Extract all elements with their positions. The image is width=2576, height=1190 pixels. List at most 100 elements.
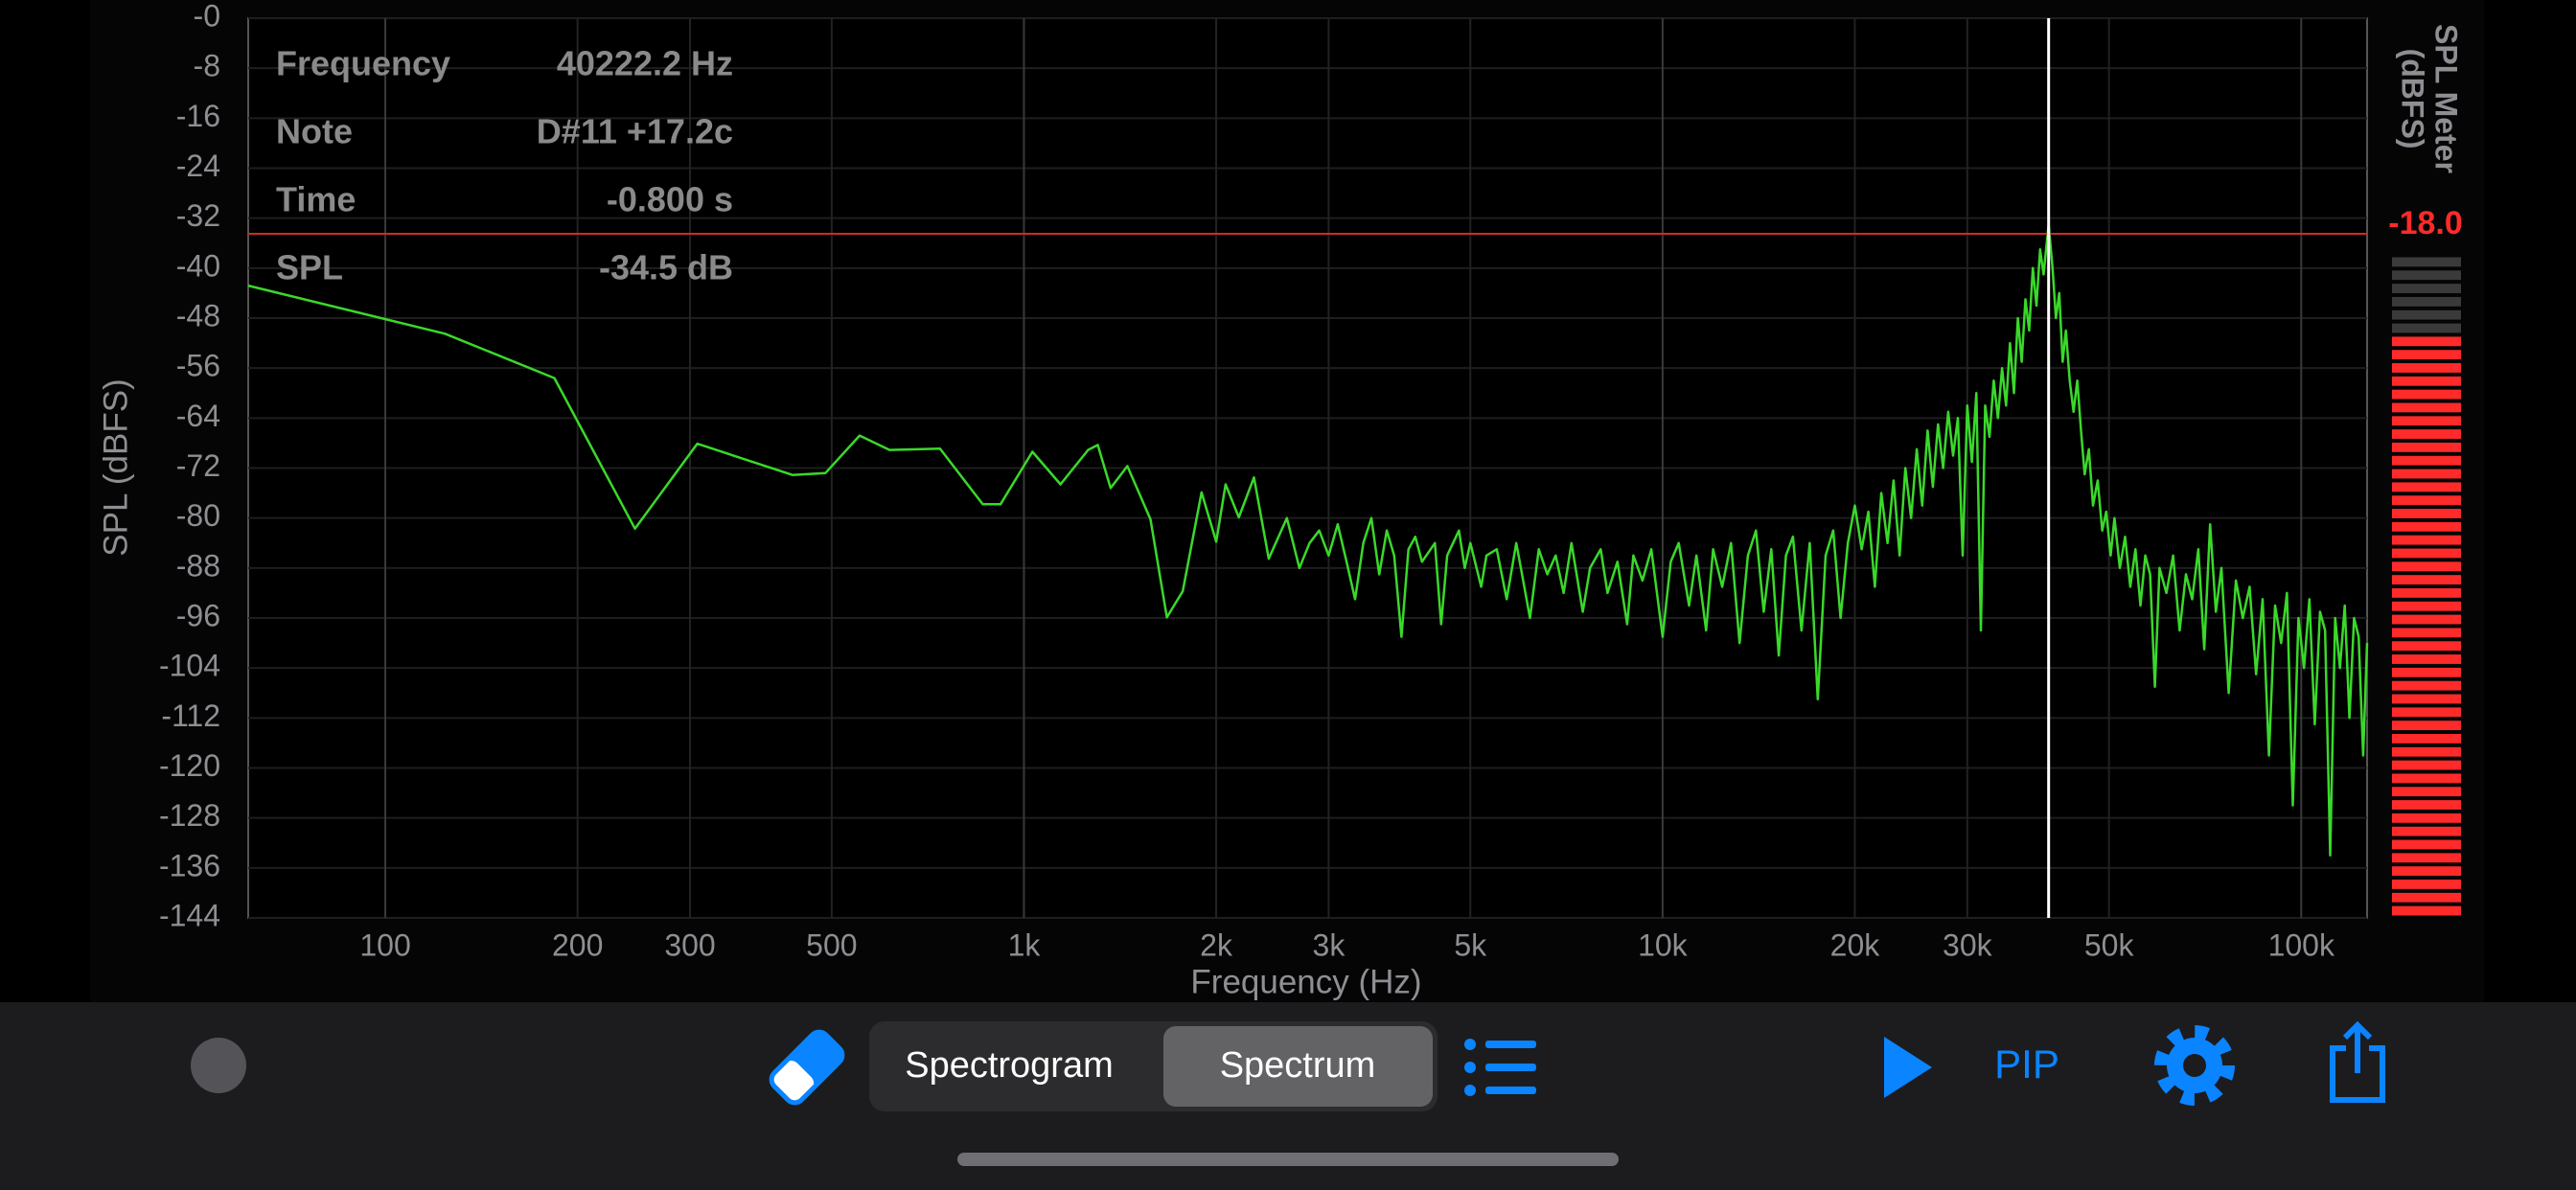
info-label: SPL — [276, 248, 343, 287]
meter-segment — [2392, 257, 2461, 267]
info-label: Time — [276, 180, 356, 219]
y-tick-label: -144 — [159, 898, 220, 932]
y-tick-label: -88 — [176, 548, 220, 583]
meter-segment-lit — [2392, 746, 2461, 757]
spectrum-line — [247, 222, 2369, 858]
y-tick-label: -96 — [176, 598, 220, 632]
meter-segment-lit — [2392, 376, 2461, 386]
y-tick-label: -128 — [159, 798, 220, 833]
meter-segment-lit — [2392, 800, 2461, 810]
meter-segment-lit — [2392, 509, 2461, 518]
play-button[interactable] — [1884, 1037, 1932, 1098]
meter-segment-lit — [2392, 363, 2461, 373]
segment-spectrogram[interactable]: Spectrogram — [905, 1045, 1114, 1086]
x-tick-label: 300 — [664, 927, 715, 962]
x-tick-label: 10k — [1638, 927, 1689, 962]
y-tick-label: -120 — [159, 748, 220, 783]
info-value: -0.800 s — [607, 180, 733, 219]
meter-segment-lit — [2392, 892, 2461, 903]
x-tick-label: 20k — [1830, 927, 1881, 962]
info-value: 40222.2 Hz — [557, 44, 733, 83]
meter-segment — [2392, 270, 2461, 281]
pip-button[interactable]: PIP — [1994, 1041, 2059, 1087]
y-tick-label: -40 — [176, 248, 220, 283]
meter-segment — [2392, 323, 2461, 333]
x-tick-label: 3k — [1313, 927, 1346, 962]
meter-segment-lit — [2392, 734, 2461, 744]
meter-segment-lit — [2392, 535, 2461, 545]
meter-title: SPL Meter — [2429, 24, 2464, 173]
meter-level — [2392, 336, 2461, 916]
meter-segment-lit — [2392, 429, 2461, 439]
meter-segment — [2392, 296, 2461, 307]
meter-segment-lit — [2392, 521, 2461, 532]
x-tick-label: 200 — [552, 927, 603, 962]
x-tick-label: 1k — [1008, 927, 1042, 962]
meter-segment-lit — [2392, 442, 2461, 452]
plot-area: -0 -8 -16 -24 -32 -40 -48 -56 -64 -72 -80 -88 -96 -10… — [159, 0, 2369, 962]
meter-segment-lit — [2392, 389, 2461, 400]
x-tick-label: 50k — [2084, 927, 2135, 962]
meter-segment-lit — [2392, 402, 2461, 413]
info-label: Frequency — [276, 44, 450, 83]
y-tick-label: -64 — [176, 399, 220, 433]
meter-segment-lit — [2392, 680, 2461, 691]
record-button[interactable] — [191, 1038, 246, 1093]
meter-segment-lit — [2392, 416, 2461, 426]
info-value: D#11 +17.2c — [537, 112, 733, 151]
spl-meter: SPL Meter (dBFS) -18.0 — [2388, 24, 2464, 916]
meter-segment-lit — [2392, 588, 2461, 598]
settings-button[interactable] — [2154, 1025, 2235, 1106]
list-button[interactable] — [1464, 1039, 1536, 1096]
meter-segment-lit — [2392, 628, 2461, 638]
meter-segment-lit — [2392, 654, 2461, 664]
meter-segment-lit — [2392, 721, 2461, 731]
y-tick-label: -8 — [194, 49, 220, 83]
home-indicator — [957, 1153, 1619, 1166]
x-tick-label: 30k — [1943, 927, 1993, 962]
x-tick-label: 5k — [1454, 927, 1487, 962]
meter-segment-lit — [2392, 812, 2461, 823]
y-tick-label: -24 — [176, 149, 220, 183]
meter-segment-lit — [2392, 561, 2461, 572]
share-button[interactable] — [2330, 1020, 2385, 1103]
meter-segment-lit — [2392, 707, 2461, 718]
segment-spectrum[interactable]: Spectrum — [1220, 1045, 1376, 1086]
meter-segment-lit — [2392, 694, 2461, 704]
y-tick-label: -112 — [161, 698, 220, 733]
meter-segment-lit — [2392, 667, 2461, 677]
meter-segment-lit — [2392, 880, 2461, 889]
meter-segment-lit — [2392, 350, 2461, 360]
info-label: Note — [276, 112, 353, 151]
meter-segment-lit — [2392, 455, 2461, 466]
y-tick-label: -80 — [176, 498, 220, 533]
meter-title: (dBFS) — [2396, 49, 2430, 149]
meter-segment-lit — [2392, 548, 2461, 559]
meter-segment-lit — [2392, 905, 2461, 916]
x-axis-title: Frequency (Hz) — [1190, 963, 1421, 1000]
y-tick-label: -16 — [176, 99, 220, 133]
meter-segment-lit — [2392, 482, 2461, 492]
x-tick-label: 100 — [359, 927, 410, 962]
eraser-button[interactable] — [768, 1028, 846, 1107]
info-panel: Frequency 40222.2 Hz Note D#11 +17.2c Time -0… — [276, 44, 733, 287]
meter-segment-lit — [2392, 336, 2461, 347]
y-tick-label: -104 — [159, 649, 220, 683]
y-tick-label: -32 — [176, 198, 220, 233]
y-tick-label: -56 — [176, 349, 220, 383]
x-tick-label: 500 — [806, 927, 857, 962]
meter-segment-lit — [2392, 495, 2461, 506]
meter-segment-lit — [2392, 601, 2461, 611]
y-tick-label: -0 — [194, 0, 220, 33]
x-tick-label: 100k — [2268, 927, 2335, 962]
meter-segment-lit — [2392, 773, 2461, 784]
meter-segment-lit — [2392, 614, 2461, 625]
meter-segment-lit — [2392, 853, 2461, 863]
meter-segment — [2392, 284, 2461, 293]
meter-segment-lit — [2392, 469, 2461, 479]
meter-value: -18.0 — [2388, 205, 2463, 241]
meter-segment-lit — [2392, 641, 2461, 652]
x-tick-label: 2k — [1200, 927, 1233, 962]
meter-segment-lit — [2392, 787, 2461, 797]
